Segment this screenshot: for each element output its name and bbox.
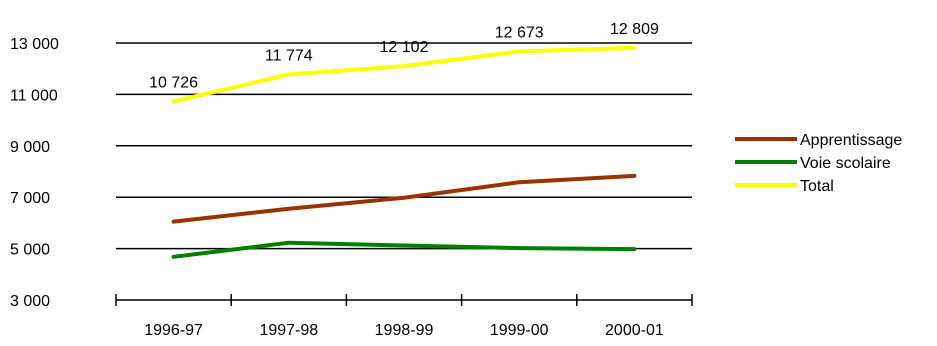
x-axis (116, 294, 692, 306)
legend-label: Voie scolaire (800, 155, 891, 172)
data-label: 10 726 (149, 74, 198, 91)
series-line-voie-scolaire (174, 243, 635, 257)
data-label: 11 774 (265, 48, 313, 65)
data-label: 12 809 (610, 21, 659, 38)
x-axis-tick-labels: 1996-97 1997-98 1998-99 1999-00 2000-01 (144, 322, 664, 339)
y-tick-label: 7 000 (10, 190, 50, 207)
y-tick-label: 3 000 (10, 293, 50, 310)
series-lines (174, 48, 635, 257)
x-tick-label: 1999-00 (490, 322, 549, 339)
x-tick-label: 1997-98 (259, 322, 318, 339)
data-label: 12 673 (495, 24, 544, 41)
y-tick-label: 9 000 (10, 139, 50, 156)
legend-label: Apprentissage (800, 132, 902, 149)
data-labels: 10 726 11 774 12 102 12 673 12 809 (149, 21, 659, 92)
x-tick-label: 1996-97 (144, 322, 203, 339)
y-tick-label: 5 000 (10, 242, 50, 259)
legend: Apprentissage Voie scolaire Total (735, 132, 902, 195)
x-tick-label: 1998-99 (375, 322, 434, 339)
y-tick-label: 13 000 (10, 36, 59, 53)
legend-label: Total (800, 178, 834, 195)
x-tick-label: 2000-01 (605, 322, 664, 339)
series-line-apprentissage (174, 176, 635, 222)
y-axis-tick-labels: 3 000 5 000 7 000 9 000 11 000 13 000 (10, 36, 59, 310)
data-label: 12 102 (380, 39, 429, 56)
y-tick-label: 11 000 (10, 87, 58, 104)
